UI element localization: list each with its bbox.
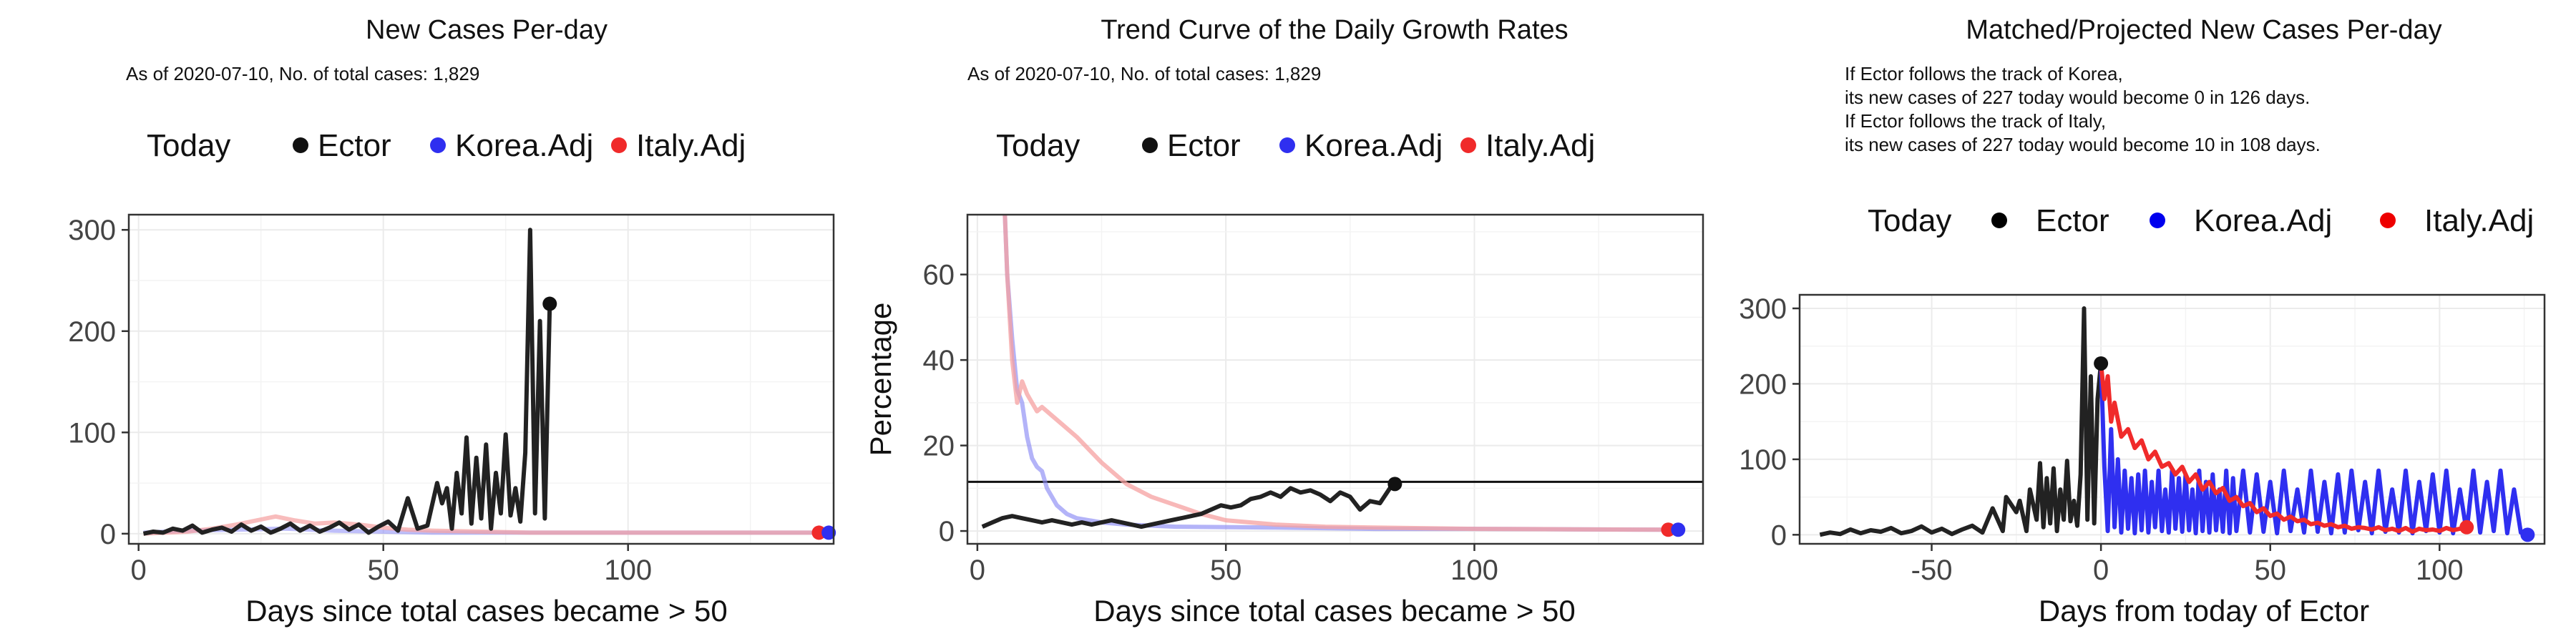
x-tick-label: 100 xyxy=(1450,555,1498,586)
legend-label-korea: Korea.Adj xyxy=(2194,203,2332,238)
y-tick-label: 300 xyxy=(68,215,116,246)
panel2-ylabel: Percentage xyxy=(864,303,897,457)
panel3-title: Matched/Projected New Cases Per-day xyxy=(1966,15,2441,45)
today-marker-italy-adj xyxy=(1661,522,1676,537)
legend-label-today: Today xyxy=(996,128,1080,163)
series-line-ector xyxy=(1819,306,2104,537)
x-tick-label: 50 xyxy=(2254,555,2286,586)
panel2-title: Trend Curve of the Daily Growth Rates xyxy=(1101,15,1568,45)
legend-label-italy: Italy.Adj xyxy=(1485,128,1595,163)
legend-label-ector: Ector xyxy=(2036,203,2109,238)
x-tick-label: 0 xyxy=(131,555,147,586)
panel1-subtitle: As of 2020-07-10, No. of total cases: 1,… xyxy=(126,63,479,84)
legend-label-italy: Italy.Adj xyxy=(636,128,746,163)
y-tick-label: 0 xyxy=(100,519,116,550)
legend-dot-ector xyxy=(293,137,308,153)
today-marker-ector xyxy=(1387,477,1402,492)
panel3-subtitle-line4: its new cases of 227 today would become … xyxy=(1845,134,2321,155)
y-tick-label: 200 xyxy=(1739,369,1787,400)
today-marker-korea-adj xyxy=(1671,522,1686,537)
x-tick-label: 0 xyxy=(970,555,985,586)
series-line-italy-adj xyxy=(2099,363,2467,535)
x-tick-label: -50 xyxy=(1911,555,1953,586)
y-tick-label: 100 xyxy=(1739,444,1787,476)
series-line-korea-adj xyxy=(1002,215,1674,532)
y-tick-label: 200 xyxy=(68,316,116,348)
x-tick-label: 50 xyxy=(367,555,399,586)
panel2-legend: Today Ector Korea.Adj Italy.Adj xyxy=(996,128,1595,163)
today-marker-ector xyxy=(542,296,557,311)
series-line-ector xyxy=(142,228,552,536)
y-tick-label: 100 xyxy=(68,417,116,449)
panel2-xlabel: Days since total cases became > 50 xyxy=(1093,594,1576,628)
x-tick-label: 100 xyxy=(2416,555,2464,586)
y-tick-label: 20 xyxy=(923,431,955,462)
legend-label-korea: Korea.Adj xyxy=(455,128,593,163)
panel3-xlabel: Days from today of Ector xyxy=(2039,594,2369,628)
legend-dot-korea xyxy=(430,137,446,153)
panel-growth-rates: Trend Curve of the Daily Growth Rates As… xyxy=(864,15,1704,628)
x-tick-label: 50 xyxy=(1210,555,1242,586)
legend-label-korea: Korea.Adj xyxy=(1304,128,1443,163)
y-tick-label: 60 xyxy=(923,260,955,291)
panel-projected: Matched/Projected New Cases Per-day If E… xyxy=(1739,15,2546,628)
legend-label-today: Today xyxy=(1868,203,1951,238)
plot-frame xyxy=(127,213,835,545)
panel2-subtitle: As of 2020-07-10, No. of total cases: 1,… xyxy=(967,63,1321,84)
legend-dot-ector xyxy=(1991,213,2007,228)
legend-dot-italy xyxy=(1460,137,1476,153)
y-tick-label: 300 xyxy=(1739,293,1787,325)
series-line-italy-adj xyxy=(143,514,814,536)
x-tick-label: 0 xyxy=(2093,555,2109,586)
panel1-legend: Today Ector Korea.Adj Italy.Adj xyxy=(147,128,746,163)
today-marker-ector xyxy=(2094,356,2109,371)
panel-new-cases: New Cases Per-day As of 2020-07-10, No. … xyxy=(68,15,836,628)
panel3-legend: Today Ector Korea.Adj Italy.Adj xyxy=(1868,203,2534,238)
today-marker-korea-adj xyxy=(821,525,836,540)
y-tick-label: 0 xyxy=(1771,519,1787,551)
legend-dot-korea xyxy=(1279,137,1295,153)
today-marker-italy-adj xyxy=(2459,519,2474,535)
panel2-plot: 0 50 100 0 20 40 60 xyxy=(923,213,1704,586)
panel1-title: New Cases Per-day xyxy=(366,15,608,45)
panel1-plot: 0 50 100 0 100 200 300 xyxy=(68,213,836,586)
panel3-plot: -50 0 50 100 0 100 200 300 xyxy=(1739,293,2546,586)
panel3-subtitle-line2: its new cases of 227 today would become … xyxy=(1845,87,2310,108)
legend-dot-italy xyxy=(611,137,627,153)
x-tick-label: 100 xyxy=(604,555,652,586)
series-line-korea-adj xyxy=(2099,363,2529,537)
y-tick-label: 40 xyxy=(923,345,955,376)
y-tick-label: 0 xyxy=(939,516,955,547)
legend-label-ector: Ector xyxy=(1167,128,1241,163)
panel3-subtitle-line1: If Ector follows the track of Korea, xyxy=(1845,63,2123,84)
legend-label-ector: Ector xyxy=(318,128,391,163)
legend-dot-ector xyxy=(1142,137,1158,153)
series-line-ector xyxy=(981,482,1397,530)
today-marker-italy-adj xyxy=(811,525,826,540)
legend-label-today: Today xyxy=(147,128,230,163)
plot-frame xyxy=(1798,293,2546,545)
legend-dot-italy xyxy=(2380,213,2396,228)
panel1-xlabel: Days since total cases became > 50 xyxy=(245,594,728,628)
today-marker-korea-adj xyxy=(2520,527,2535,542)
plot-frame xyxy=(966,213,1704,545)
legend-label-italy: Italy.Adj xyxy=(2424,203,2534,238)
legend-dot-korea xyxy=(2150,213,2165,228)
series-line-italy-adj xyxy=(1002,215,1674,532)
panel3-subtitle-line3: If Ector follows the track of Italy, xyxy=(1845,110,2106,132)
